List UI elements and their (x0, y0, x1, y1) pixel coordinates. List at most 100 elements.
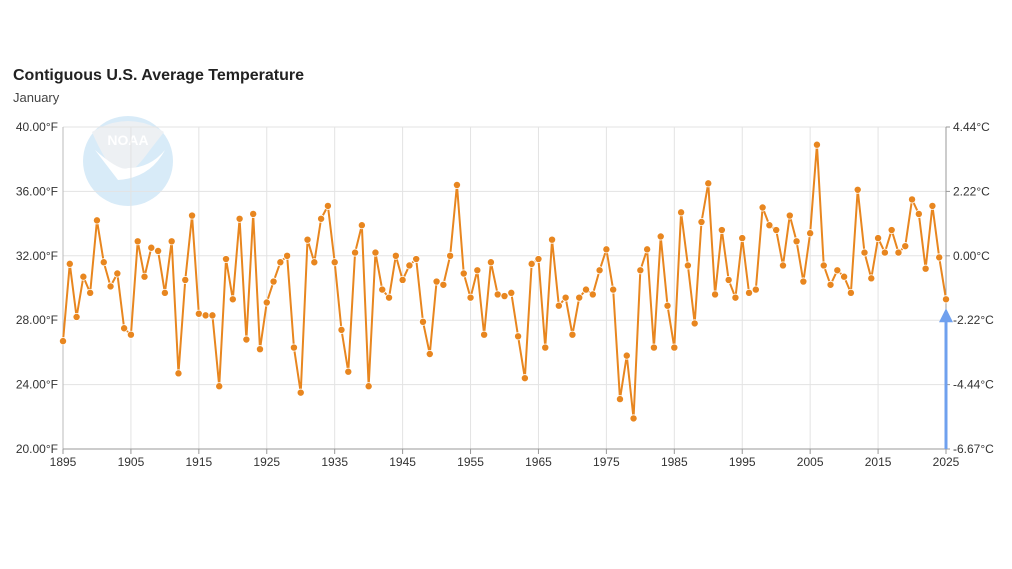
data-point (704, 179, 713, 188)
data-point (425, 350, 434, 359)
data-point (439, 280, 448, 289)
data-point (486, 258, 495, 267)
highlight-arrow (939, 308, 953, 449)
data-point (86, 288, 95, 297)
data-point (860, 248, 869, 257)
data-point (833, 266, 842, 275)
data-point (853, 185, 862, 194)
data-point (778, 261, 787, 270)
data-point (887, 226, 896, 235)
data-point (228, 295, 237, 304)
data-point (785, 211, 794, 220)
data-point (459, 269, 468, 278)
data-point (765, 221, 774, 230)
y-tick-label-left: 24.00°F (16, 378, 58, 392)
data-point (242, 335, 251, 344)
data-point (181, 275, 190, 284)
data-point (615, 395, 624, 404)
data-point (412, 255, 421, 264)
x-tick-label: 1975 (593, 455, 620, 469)
data-point (935, 253, 944, 262)
data-point (194, 309, 203, 318)
data-point (106, 282, 115, 291)
data-point (289, 343, 298, 352)
data-point (690, 319, 699, 328)
data-point (188, 211, 197, 220)
data-point (310, 258, 319, 267)
data-point (826, 280, 835, 289)
data-point (398, 275, 407, 284)
data-point (79, 272, 88, 281)
x-tick-label: 1925 (253, 455, 280, 469)
x-tick-label: 1935 (321, 455, 348, 469)
data-point (772, 226, 781, 235)
data-point (364, 382, 373, 391)
data-point (636, 266, 645, 275)
data-point (724, 275, 733, 284)
data-point (276, 258, 285, 267)
y-tick-label-right: -2.22°C (953, 313, 994, 327)
data-point (99, 258, 108, 267)
data-point (330, 258, 339, 267)
x-tick-label: 2025 (933, 455, 960, 469)
data-point (901, 242, 910, 251)
data-point (514, 332, 523, 341)
noaa-logo-watermark: NOAA (83, 116, 173, 206)
data-point (385, 293, 394, 302)
data-point (840, 272, 849, 281)
data-point (595, 266, 604, 275)
data-point (683, 261, 692, 270)
data-point (337, 325, 346, 334)
y-tick-label-left: 36.00°F (16, 184, 58, 198)
logo-text: NOAA (107, 132, 148, 148)
data-point (113, 269, 122, 278)
data-point (656, 232, 665, 241)
data-point (846, 288, 855, 297)
data-point (140, 272, 149, 281)
temperature-series-line (62, 143, 947, 420)
y-tick-label-right: -6.67°C (953, 442, 994, 456)
data-point (72, 312, 81, 321)
data-point (908, 195, 917, 204)
x-tick-label: 2005 (797, 455, 824, 469)
data-point (541, 343, 550, 352)
data-point (351, 248, 360, 257)
data-point (609, 285, 618, 294)
y-tick-label-left: 40.00°F (16, 120, 58, 134)
data-point (296, 388, 305, 397)
data-point (283, 251, 292, 260)
data-point (554, 301, 563, 310)
data-point (480, 330, 489, 339)
x-tick-label: 1955 (457, 455, 484, 469)
data-point (255, 345, 264, 354)
data-point (222, 255, 231, 264)
data-point (432, 277, 441, 286)
data-point (677, 208, 686, 217)
data-point (208, 311, 217, 320)
data-point (731, 293, 740, 302)
data-point (588, 290, 597, 299)
data-point (174, 369, 183, 378)
data-point (154, 246, 163, 255)
data-point (738, 234, 747, 243)
data-point (507, 288, 516, 297)
data-point (133, 237, 142, 246)
data-point (711, 290, 720, 299)
data-point (799, 277, 808, 286)
data-point (473, 266, 482, 275)
data-point (323, 201, 332, 210)
data-point (758, 203, 767, 212)
x-tick-label: 1985 (661, 455, 688, 469)
chart-title: Contiguous U.S. Average Temperature (13, 67, 305, 84)
data-point (160, 288, 169, 297)
data-point (65, 259, 74, 268)
chart-subtitle: January (13, 90, 60, 105)
y-tick-label-left: 20.00°F (16, 442, 58, 456)
data-point (378, 285, 387, 294)
data-point (942, 295, 951, 304)
data-point (92, 216, 101, 225)
arrow-head (939, 308, 953, 323)
x-tick-label: 1965 (525, 455, 552, 469)
data-point (269, 277, 278, 286)
data-point (520, 374, 529, 383)
